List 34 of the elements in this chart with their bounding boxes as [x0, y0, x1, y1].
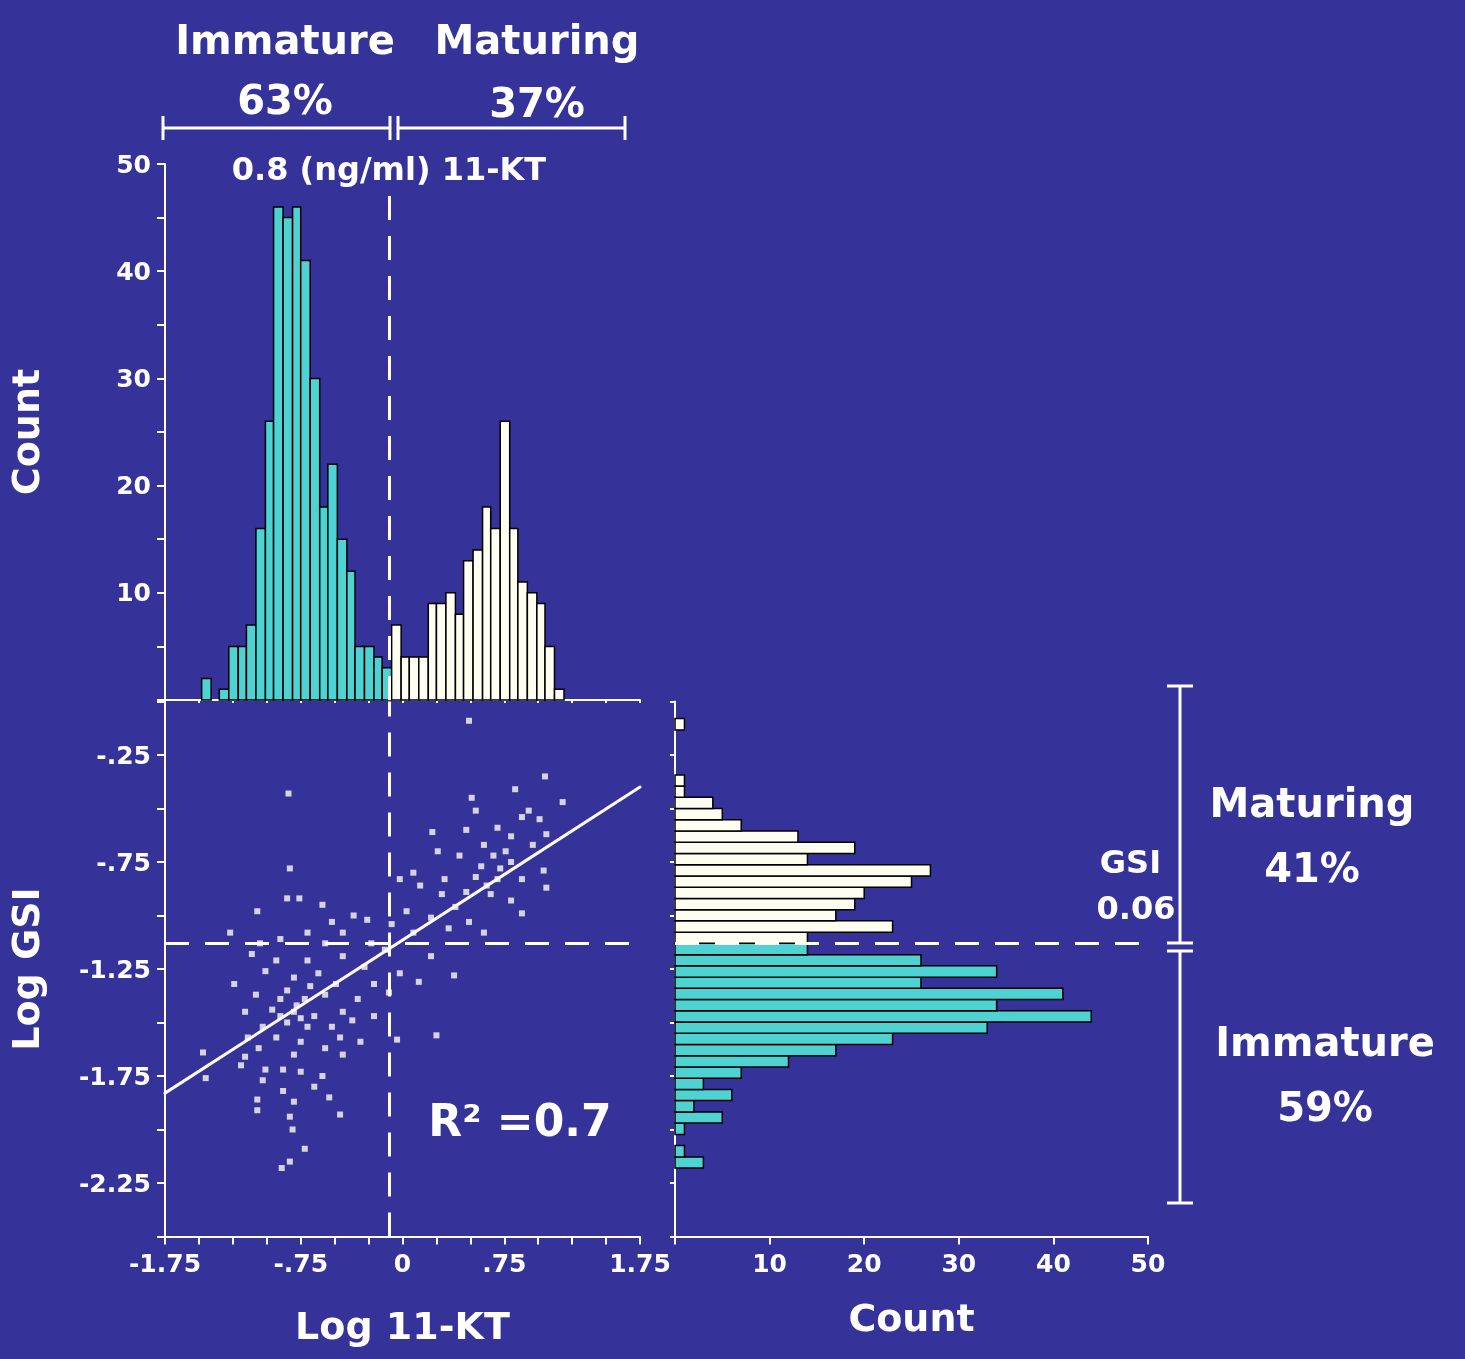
- text: 59%: [1277, 1084, 1373, 1130]
- y-axis-title: Count: [4, 368, 48, 496]
- x-tick-label: 40: [1036, 1248, 1071, 1278]
- x-tick-label: -.75: [273, 1248, 329, 1278]
- y-tick-label: -1.25: [78, 954, 151, 984]
- text: Maturing: [1209, 780, 1415, 826]
- y-tick-label: -2.25: [78, 1168, 151, 1198]
- x-tick-label: 50: [1130, 1248, 1166, 1278]
- x-tick-label: .75: [482, 1248, 527, 1278]
- y-tick-label: 50: [116, 149, 151, 179]
- text: 37%: [489, 80, 585, 126]
- x-tick-label: 20: [846, 1248, 882, 1278]
- y-tick-label: 10: [116, 578, 151, 608]
- x-axis-title: Log 11-KT: [295, 1303, 510, 1348]
- x-tick-label: 30: [941, 1248, 977, 1278]
- annotation: R² =0.7: [428, 1094, 612, 1146]
- y-tick-label: 40: [116, 256, 151, 286]
- ref-line-label: GSI 0.06: [1096, 843, 1176, 928]
- y-tick-label: -.75: [96, 847, 151, 877]
- y-tick-label: 30: [116, 363, 151, 393]
- y-tick-label: -1.75: [78, 1061, 151, 1091]
- y-tick-label: -.25: [96, 740, 151, 770]
- y-axis-title: Log GSI: [4, 887, 48, 1051]
- x-tick-label: 1.75: [609, 1248, 671, 1278]
- text: Immature: [175, 17, 395, 63]
- x-tick-label: 10: [752, 1248, 787, 1278]
- ref-line-label: 0.8 (ng/ml) 11-KT: [231, 150, 547, 188]
- y-tick-label: 20: [116, 471, 151, 501]
- text: 41%: [1264, 845, 1360, 891]
- text: Immature: [1215, 1019, 1435, 1065]
- x-tick-label: 0: [393, 1248, 412, 1278]
- text: Maturing: [434, 17, 640, 63]
- text: 63%: [237, 77, 333, 123]
- x-axis-title: Count: [848, 1295, 975, 1340]
